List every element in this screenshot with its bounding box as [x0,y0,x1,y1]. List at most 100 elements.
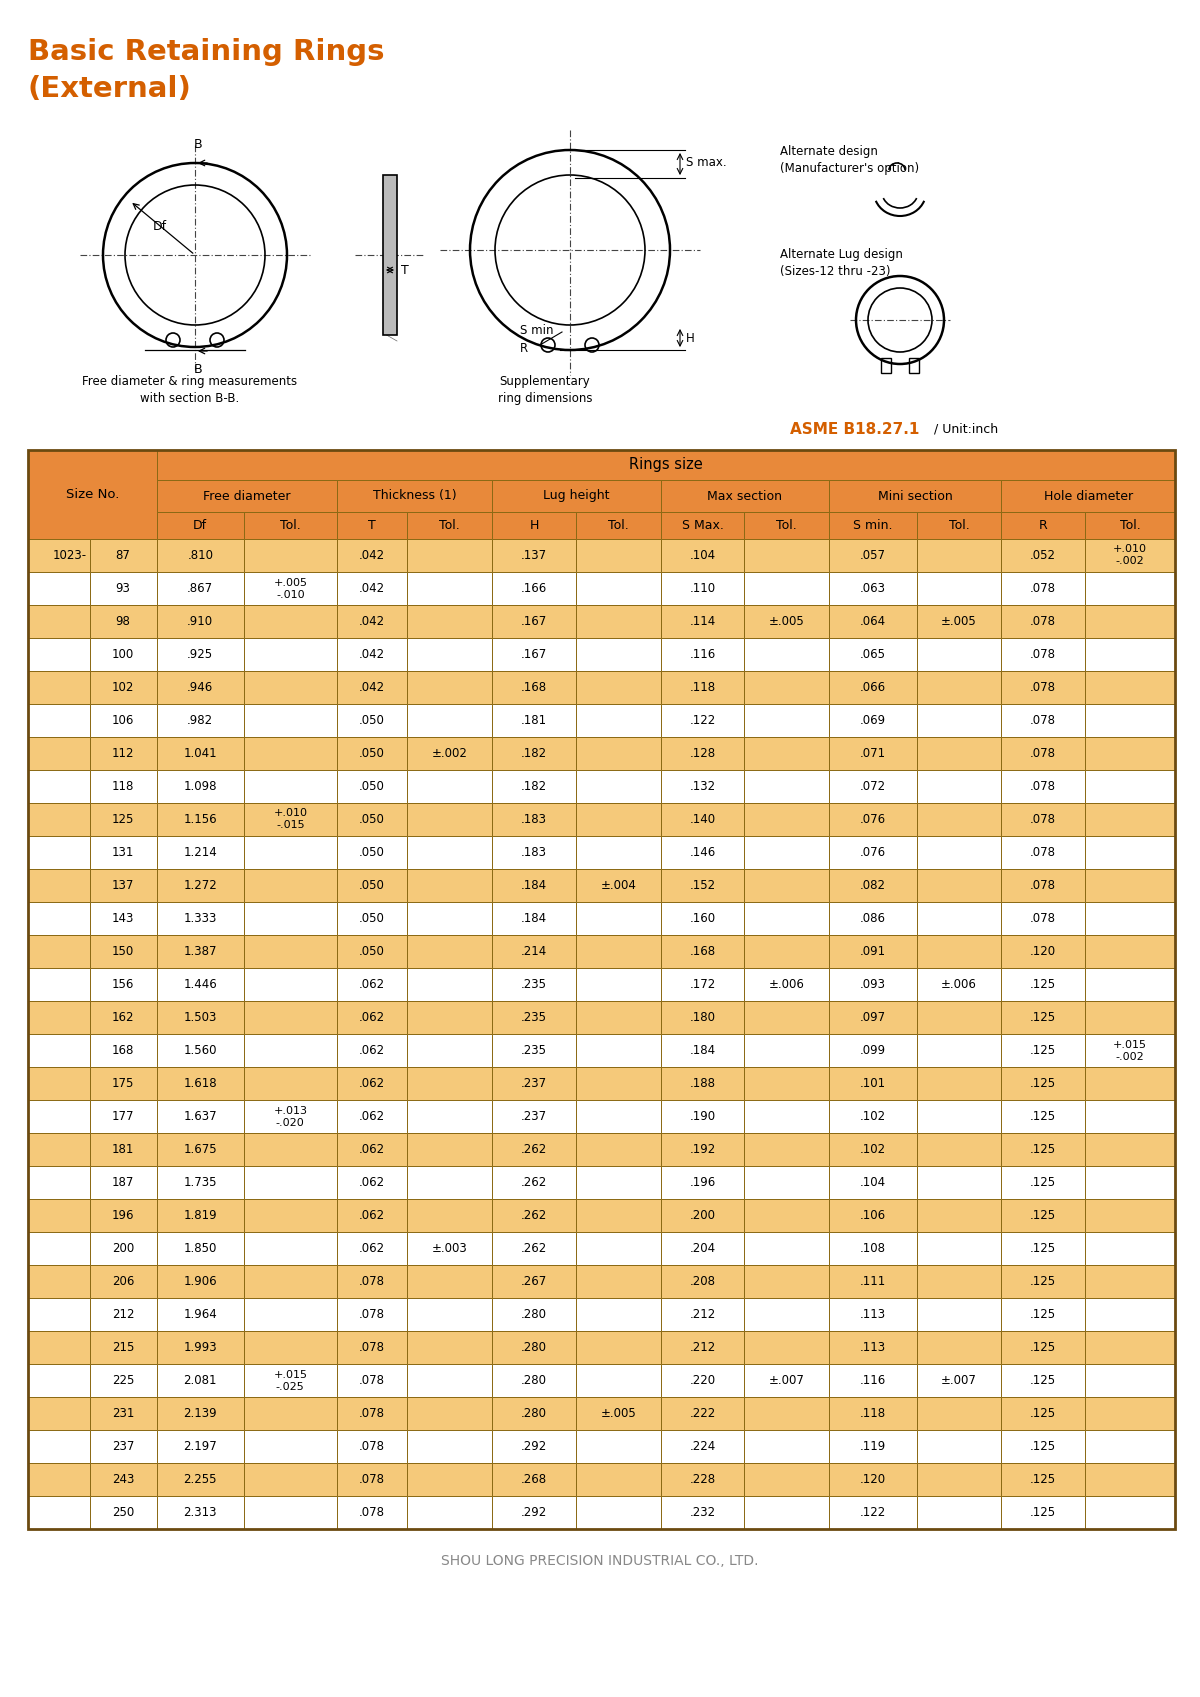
Text: .062: .062 [359,1242,385,1256]
Bar [917,903,1002,935]
Bar [492,606,576,638]
Bar [90,869,156,903]
Bar [829,540,917,572]
Bar [244,1100,337,1134]
Bar [1085,540,1175,572]
Bar [90,1200,156,1232]
Bar [407,967,492,1001]
Text: .152: .152 [689,879,715,893]
Bar [337,967,407,1001]
Text: Alternate Lug design
(Sizes-12 thru -23): Alternate Lug design (Sizes-12 thru -23) [780,248,902,278]
Bar [407,704,492,736]
Bar [407,1232,492,1264]
Text: .078: .078 [359,1308,385,1320]
Bar [156,572,244,606]
Text: .069: .069 [859,714,886,726]
Text: .062: .062 [359,1078,385,1089]
Text: .062: .062 [359,1208,385,1222]
Bar [156,1134,244,1166]
Text: .280: .280 [521,1375,547,1386]
Bar [28,1397,90,1431]
Bar [1085,770,1175,803]
Bar [744,1166,829,1200]
Bar [744,770,829,803]
Bar [576,837,661,869]
Text: .050: .050 [359,714,385,726]
Text: 1.819: 1.819 [184,1208,217,1222]
Bar [576,1033,661,1067]
Bar [1085,1001,1175,1033]
Bar [829,967,917,1001]
Text: .050: .050 [359,781,385,792]
Text: .183: .183 [521,847,547,859]
Bar [407,512,492,540]
Bar [576,638,661,670]
Bar [661,1200,744,1232]
Text: .076: .076 [859,847,886,859]
Text: ±.005: ±.005 [600,1407,636,1420]
Text: 2.197: 2.197 [184,1441,217,1453]
Bar [744,1067,829,1100]
Text: .235: .235 [521,977,547,991]
Bar [1002,1166,1085,1200]
Bar [156,1232,244,1264]
Bar [1085,837,1175,869]
Text: Tol.: Tol. [608,519,629,531]
Bar [1002,1463,1085,1497]
Text: SHOU LONG PRECISION INDUSTRIAL CO., LTD.: SHOU LONG PRECISION INDUSTRIAL CO., LTD. [442,1554,758,1568]
Text: .140: .140 [689,813,715,826]
Bar [337,1330,407,1364]
Bar [744,1497,829,1529]
Bar [917,1298,1002,1330]
Bar [829,1067,917,1100]
Bar [917,1001,1002,1033]
Bar [829,670,917,704]
Text: 125: 125 [112,813,134,826]
Text: B: B [193,363,203,377]
Bar [661,1067,744,1100]
Bar [1002,606,1085,638]
Bar [744,935,829,967]
Text: 1.735: 1.735 [184,1176,217,1190]
Bar [90,1067,156,1100]
Text: .102: .102 [859,1144,886,1156]
Text: .280: .280 [521,1341,547,1354]
Bar [1002,803,1085,837]
Text: .078: .078 [1030,847,1056,859]
Text: B: B [193,137,203,151]
Bar [407,1033,492,1067]
Bar [492,1001,576,1033]
Bar [244,1264,337,1298]
Text: H: H [529,519,539,531]
Text: (External): (External) [28,75,192,104]
Text: .099: .099 [859,1044,886,1057]
Bar [337,606,407,638]
Text: .078: .078 [359,1505,385,1519]
Bar [1002,1067,1085,1100]
Text: .097: .097 [859,1011,886,1023]
Text: .125: .125 [1030,1176,1056,1190]
Bar [156,1364,244,1397]
Text: .166: .166 [521,582,547,596]
Bar [1085,1364,1175,1397]
Text: .119: .119 [859,1441,886,1453]
Bar [28,540,90,572]
Bar [917,572,1002,606]
Bar [337,572,407,606]
Bar [244,1330,337,1364]
Bar [661,1397,744,1431]
Bar [90,1134,156,1166]
Text: .125: .125 [1030,977,1056,991]
Bar [661,1497,744,1529]
Text: .072: .072 [859,781,886,792]
Bar [90,1397,156,1431]
Text: ±.004: ±.004 [600,879,636,893]
Text: .192: .192 [689,1144,715,1156]
Text: .262: .262 [521,1176,547,1190]
Bar [1002,903,1085,935]
Text: ±.003: ±.003 [432,1242,468,1256]
Text: Basic Retaining Rings: Basic Retaining Rings [28,37,384,66]
Bar [661,572,744,606]
Text: 162: 162 [112,1011,134,1023]
Text: .118: .118 [689,680,715,694]
